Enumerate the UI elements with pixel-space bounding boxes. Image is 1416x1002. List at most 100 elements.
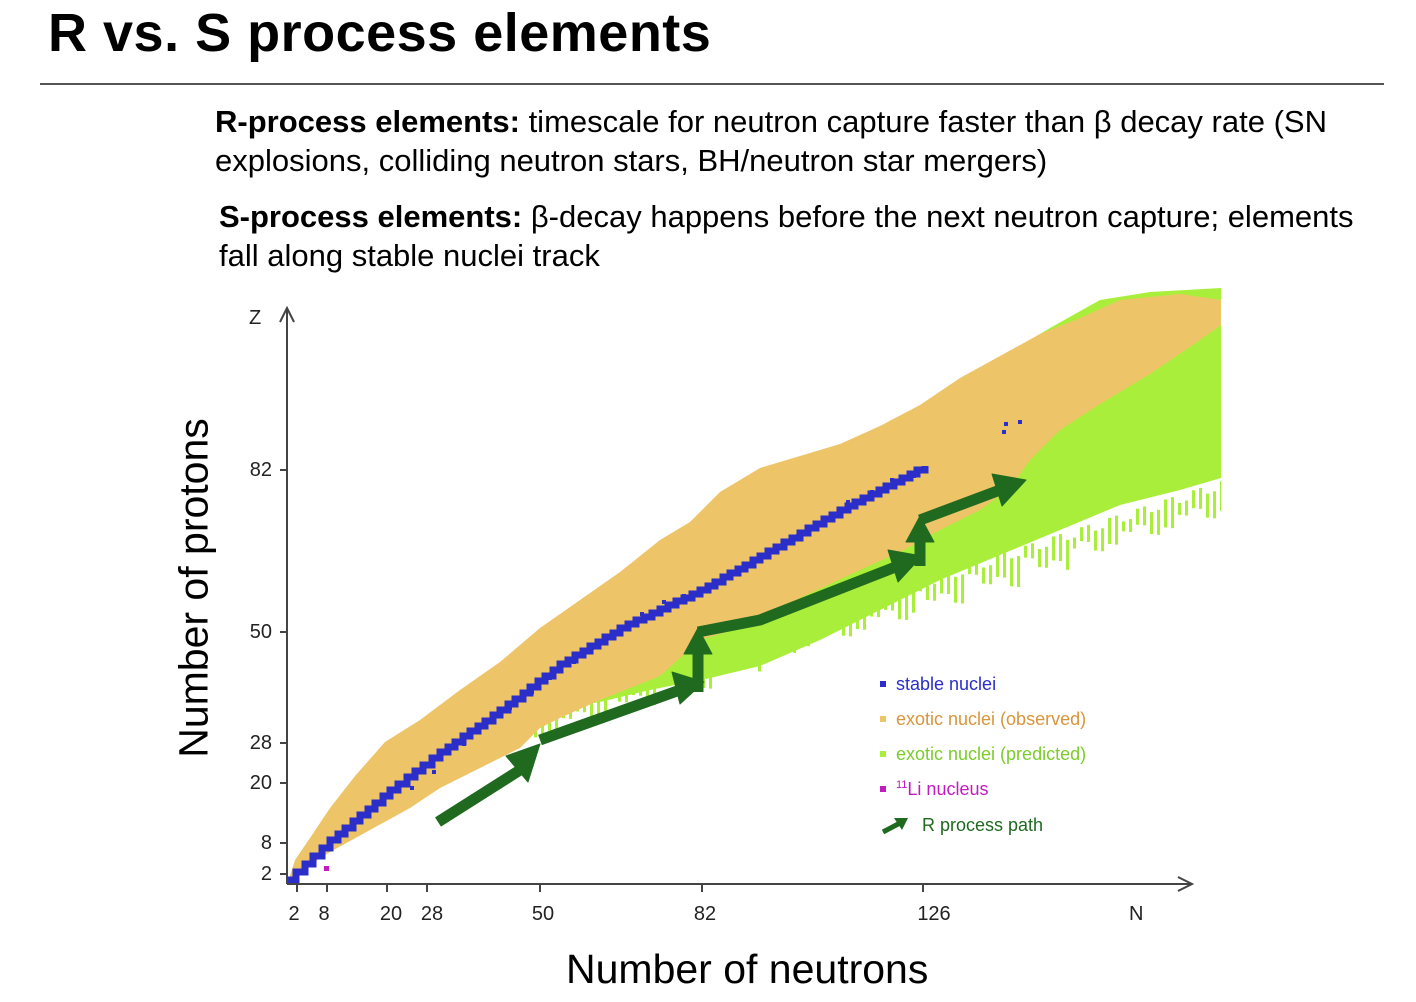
predicted-fringe-tick <box>1066 539 1069 570</box>
x-tick-2: 2 <box>288 903 300 925</box>
stable-nucleus-dot <box>662 600 666 604</box>
stable-nucleus-dot <box>508 706 512 710</box>
predicted-fringe-tick <box>1164 499 1167 528</box>
legend-label-rpath: R process path <box>922 814 1044 835</box>
predicted-fringe-tick <box>597 694 600 722</box>
legend-item-rpath: R process path <box>880 813 1043 837</box>
stable-nucleus-dot <box>350 820 354 824</box>
predicted-fringe-tick <box>933 583 936 601</box>
predicted-fringe-tick <box>1136 508 1139 525</box>
predicted-fringe-tick <box>730 650 733 669</box>
x-tick-126: 126 <box>917 903 951 925</box>
predicted-fringe-tick <box>1073 537 1076 549</box>
stable-nucleus-dot <box>770 548 774 552</box>
predicted-fringe-tick <box>884 591 887 610</box>
stable-nucleus-dot <box>548 676 552 680</box>
predicted-fringe-tick <box>709 657 712 689</box>
predicted-fringe-tick <box>765 639 768 651</box>
predicted-fringe-tick <box>604 684 607 715</box>
y-tick-20: 20 <box>249 772 272 794</box>
predicted-fringe-tick <box>856 601 859 630</box>
y-tick-2: 2 <box>260 863 272 885</box>
predicted-fringe-tick <box>646 678 649 705</box>
legend-label-li11: 11Li nucleus <box>896 779 988 800</box>
predicted-fringe-tick <box>898 595 901 620</box>
stable-nucleus-dot <box>1018 420 1022 424</box>
x-axis-ticks <box>296 884 924 892</box>
x-tick-20: 20 <box>379 903 403 925</box>
predicted-fringe-tick <box>667 663 670 677</box>
title-divider <box>40 83 1384 85</box>
predicted-fringe-tick <box>1213 491 1216 519</box>
stable-nucleus-dot <box>640 612 644 616</box>
y-tick-50: 50 <box>249 621 272 643</box>
stable-nucleus-dot <box>742 566 746 570</box>
stable-nucleus-dot <box>410 786 414 790</box>
predicted-fringe-tick <box>912 582 915 613</box>
predicted-fringe-tick <box>1143 506 1146 526</box>
y-tick-8: 8 <box>260 832 272 854</box>
legend-item-stable: stable nuclei <box>880 672 996 696</box>
x-axis-letter: N <box>1129 903 1144 925</box>
predicted-fringe-tick <box>1024 545 1027 558</box>
predicted-fringe-tick <box>800 619 803 646</box>
predicted-fringe-tick <box>954 576 957 603</box>
legend-label-predicted: exotic nuclei (predicted) <box>896 743 1087 764</box>
r-process-term: R-process elements: <box>215 104 520 139</box>
r-process-path <box>435 473 1027 827</box>
predicted-fringe-tick <box>1129 519 1132 533</box>
predicted-fringe-tick <box>1178 502 1181 515</box>
predicted-fringe-tick <box>1087 524 1090 542</box>
s-process-term: S-process elements: <box>219 199 523 234</box>
predicted-fringe-tick <box>1192 490 1195 509</box>
predicted-fringe-tick <box>1045 546 1048 568</box>
predicted-fringe-tick <box>1094 530 1097 551</box>
stable-nuclei-dots <box>350 420 1022 824</box>
predicted-fringe-tick <box>863 598 866 630</box>
predicted-fringe-tick <box>961 574 964 604</box>
predicted-fringe-tick <box>842 613 845 636</box>
s-process-paragraph: S-process elements: β-decay happens befo… <box>219 197 1369 275</box>
predicted-fringe-tick <box>814 622 817 633</box>
predicted-fringe-tick <box>758 641 761 672</box>
li11-mass-number: 11 <box>896 778 908 791</box>
predicted-fringe-tick <box>947 571 950 595</box>
y-tick-82: 82 <box>249 459 272 481</box>
stable-nucleus-dot <box>612 636 616 640</box>
predicted-fringe-tick <box>751 635 754 663</box>
predicted-fringe-tick <box>1206 493 1209 518</box>
y-axis-arrow <box>279 305 295 323</box>
predicted-fringe-tick <box>919 580 922 592</box>
stable-nucleus-dot <box>530 690 534 694</box>
predicted-fringe-tick <box>835 608 838 628</box>
predicted-fringe-tick <box>1003 552 1006 578</box>
x-tick-50: 50 <box>531 903 555 925</box>
legend-item-predicted: exotic nuclei (predicted) <box>880 742 1086 766</box>
stable-nucleus-dot <box>572 660 576 664</box>
predicted-fringe-tick <box>807 617 810 647</box>
legend-label-stable: stable nuclei <box>896 673 997 694</box>
x-axis-title: Number of neutrons <box>566 946 929 992</box>
predicted-fringe-tick <box>653 676 656 706</box>
predicted-fringe-tick <box>975 561 978 575</box>
stable-nucleus-dot <box>590 646 594 650</box>
predicted-fringe-tick <box>723 645 726 661</box>
predicted-fringe-tick <box>688 656 691 679</box>
predicted-fringe-tick <box>968 564 971 575</box>
predicted-fringe-tick <box>1199 487 1202 509</box>
predicted-fringe-tick <box>1108 517 1111 544</box>
predicted-fringe-tick <box>1052 536 1055 561</box>
predicted-fringe-tick <box>1017 555 1020 587</box>
predicted-fringe-tick <box>982 567 985 584</box>
predicted-swatch <box>880 751 886 757</box>
stable-nucleus-dot <box>462 742 466 746</box>
stable-nucleus-dot <box>870 490 874 494</box>
r-process-paragraph: R-process elements: timescale for neutro… <box>215 102 1335 180</box>
predicted-fringe-tick <box>716 647 719 660</box>
predicted-fringe-tick <box>625 685 628 703</box>
predicted-fringe-tick <box>1080 527 1083 542</box>
stable-nucleus-dot <box>846 500 850 504</box>
predicted-fringe-tick <box>779 626 782 644</box>
predicted-fringe-tick <box>870 604 873 617</box>
